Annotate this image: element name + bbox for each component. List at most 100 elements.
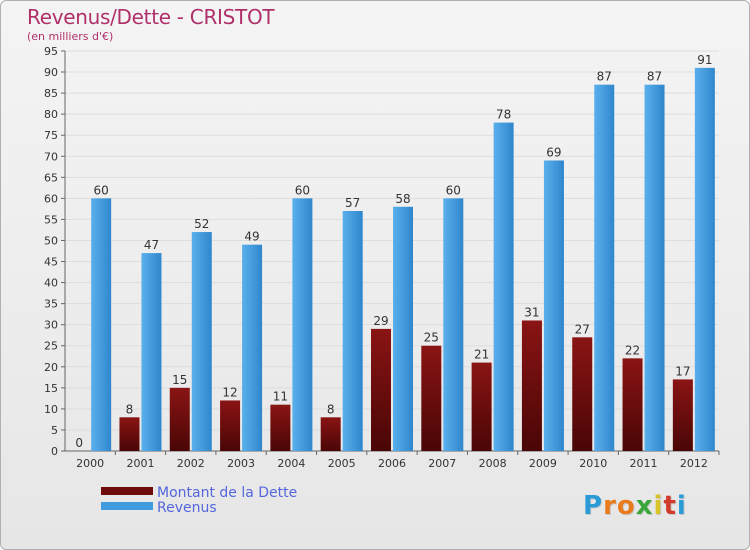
data-label-dette: 12 xyxy=(222,385,237,399)
y-tick-label: 55 xyxy=(44,213,58,226)
data-label-revenus: 60 xyxy=(295,183,310,197)
x-tick-label: 2004 xyxy=(277,457,305,470)
data-label-revenus: 60 xyxy=(446,183,461,197)
data-label-revenus: 52 xyxy=(194,217,209,231)
data-label-dette: 17 xyxy=(675,364,690,378)
y-tick-label: 60 xyxy=(44,192,58,205)
x-tick-label: 2007 xyxy=(428,457,456,470)
y-tick-label: 70 xyxy=(44,150,58,163)
data-label-revenus: 78 xyxy=(496,108,511,122)
data-label-dette: 25 xyxy=(424,331,439,345)
data-label-dette: 29 xyxy=(373,314,388,328)
y-tick-label: 90 xyxy=(44,66,58,79)
bar-revenus xyxy=(644,84,665,452)
data-label-dette: 15 xyxy=(172,373,187,387)
x-tick-label: 2006 xyxy=(378,457,406,470)
logo-letter: i xyxy=(676,491,687,521)
y-tick-label: 40 xyxy=(44,277,58,290)
bar-dette xyxy=(169,387,190,451)
bar-revenus xyxy=(694,67,715,451)
x-tick-label: 2010 xyxy=(579,457,607,470)
data-label-revenus: 87 xyxy=(597,70,612,84)
y-tick-label: 80 xyxy=(44,108,58,121)
x-tick-label: 2012 xyxy=(680,457,708,470)
data-label-revenus: 60 xyxy=(94,183,109,197)
legend-swatch-revenus xyxy=(101,502,153,510)
y-tick-label: 10 xyxy=(44,403,58,416)
bar-dette xyxy=(220,400,241,451)
bar-dette xyxy=(471,362,492,451)
bar-dette xyxy=(572,337,593,451)
y-tick-label: 20 xyxy=(44,361,58,374)
logo-letter: P xyxy=(583,491,604,521)
bar-revenus xyxy=(191,232,212,451)
y-tick-label: 30 xyxy=(44,319,58,332)
logo-letter: t xyxy=(663,491,677,521)
y-tick-label: 15 xyxy=(44,382,58,395)
logo-letter: o xyxy=(616,491,636,521)
logo-letter: x xyxy=(635,491,654,521)
data-label-revenus: 69 xyxy=(546,145,561,159)
bar-dette xyxy=(119,417,140,451)
bar-revenus xyxy=(543,160,564,451)
bar-dette xyxy=(320,417,341,451)
legend-label-dette: Montant de la Dette xyxy=(157,485,298,501)
y-tick-label: 75 xyxy=(44,129,58,142)
logo-letter: i xyxy=(653,491,664,521)
bar-dette xyxy=(421,345,442,451)
y-tick-label: 5 xyxy=(51,424,58,437)
bar-dette xyxy=(622,358,643,451)
bar-revenus xyxy=(443,198,464,451)
bar-revenus xyxy=(594,84,615,452)
data-label-dette: 8 xyxy=(327,402,335,416)
y-tick-label: 50 xyxy=(44,234,58,247)
data-label-revenus: 49 xyxy=(244,230,259,244)
bar-revenus xyxy=(493,122,514,451)
data-label-dette: 11 xyxy=(273,390,288,404)
legend-swatch-dette xyxy=(101,487,153,495)
chart-title: Revenus/Dette - CRISTOT xyxy=(27,5,275,29)
y-tick-label: 85 xyxy=(44,87,58,100)
data-label-revenus: 57 xyxy=(345,196,360,210)
bar-revenus xyxy=(342,211,363,451)
y-tick-label: 0 xyxy=(51,445,58,458)
x-tick-label: 2003 xyxy=(227,457,255,470)
data-label-dette: 21 xyxy=(474,348,489,362)
bar-dette xyxy=(672,379,693,451)
legend-label-revenus: Revenus xyxy=(157,500,217,516)
bar-revenus xyxy=(292,198,313,451)
data-label-revenus: 91 xyxy=(697,53,712,67)
data-label-revenus: 47 xyxy=(144,238,159,252)
x-tick-label: 2000 xyxy=(76,457,104,470)
bar-dette xyxy=(521,320,542,451)
x-tick-label: 2009 xyxy=(529,457,557,470)
chart-subtitle: (en milliers d'€) xyxy=(27,30,114,43)
x-tick-label: 2008 xyxy=(479,457,507,470)
proxiti-logo: Proxiti xyxy=(583,491,687,521)
bar-revenus xyxy=(393,206,413,451)
data-label-revenus: 58 xyxy=(395,192,410,206)
y-tick-label: 45 xyxy=(44,256,58,269)
data-label-dette: 31 xyxy=(524,305,539,319)
x-tick-label: 2001 xyxy=(126,457,154,470)
x-tick-label: 2002 xyxy=(177,457,205,470)
data-label-dette: 22 xyxy=(625,343,640,357)
x-tick-label: 2005 xyxy=(328,457,356,470)
logo-letter: r xyxy=(603,491,617,521)
x-tick-label: 2011 xyxy=(630,457,658,470)
y-tick-label: 25 xyxy=(44,340,58,353)
data-label-dette: 27 xyxy=(575,322,590,336)
bar-revenus xyxy=(242,244,263,451)
bar-dette xyxy=(371,328,391,451)
y-tick-label: 95 xyxy=(44,45,58,58)
data-label-dette: 0 xyxy=(75,436,83,450)
bar-revenus xyxy=(141,253,162,451)
data-label-dette: 8 xyxy=(126,402,134,416)
y-tick-label: 35 xyxy=(44,298,58,311)
y-tick-label: 65 xyxy=(44,171,58,184)
bar-revenus xyxy=(91,198,112,451)
bar-dette xyxy=(270,404,291,451)
data-label-revenus: 87 xyxy=(647,70,662,84)
